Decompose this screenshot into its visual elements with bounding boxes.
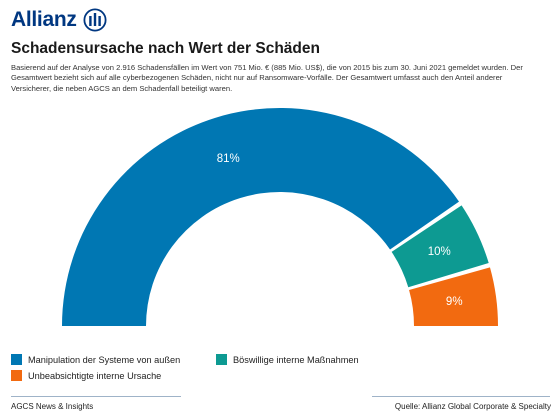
legend-item-0: Manipulation der Systeme von außen <box>11 354 180 365</box>
allianz-eagle-logo-icon <box>83 8 107 32</box>
slice-label-0: 81% <box>217 153 240 165</box>
legend-swatch-2 <box>11 370 22 381</box>
brand: Allianz <box>11 8 107 32</box>
legend-swatch-1 <box>216 354 227 365</box>
donut-slice-1 <box>391 205 489 288</box>
legend-item-2: Unbeabsichtigte interne Ursache <box>11 370 161 381</box>
legend-label-1: Böswillige interne Maßnahmen <box>233 354 359 365</box>
footer-source: Quelle: Allianz Global Corporate & Speci… <box>394 402 551 411</box>
legend-swatch-0 <box>11 354 22 365</box>
footer-divider-right <box>372 396 550 397</box>
donut-slice-2 <box>409 267 498 326</box>
page-title: Schadensursache nach Wert der Schäden <box>11 40 320 57</box>
legend-label-2: Unbeabsichtigte interne Ursache <box>28 370 162 381</box>
footer-divider-left <box>11 396 181 397</box>
brand-name: Allianz <box>11 8 77 31</box>
slice-label-1: 10% <box>428 246 451 258</box>
chart-description: Basierend auf der Analyse von 2.916 Scha… <box>11 63 523 93</box>
legend-item-1: Böswillige interne Maßnahmen <box>216 354 359 365</box>
footer-left-text: AGCS News & Insights <box>11 402 94 411</box>
donut-slice-0 <box>62 107 460 326</box>
slice-label-2: 9% <box>446 296 463 308</box>
legend-label-0: Manipulation der Systeme von außen <box>28 354 181 365</box>
